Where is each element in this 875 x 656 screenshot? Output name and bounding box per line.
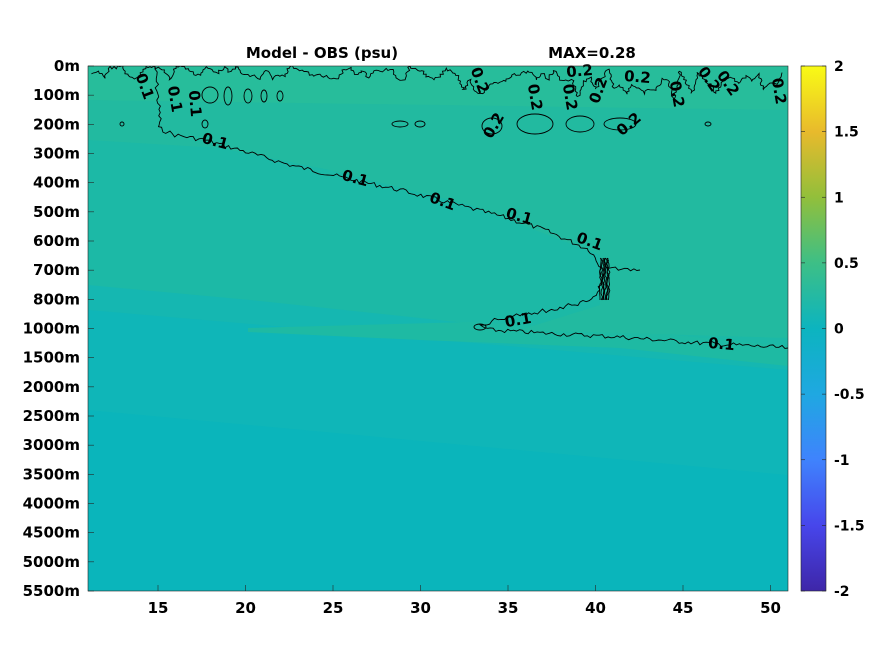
y-tick-label: 4000m	[23, 495, 80, 513]
contour-closed	[473, 323, 487, 331]
y-tick-label: 100m	[33, 86, 80, 104]
y-tick-label: 800m	[33, 290, 80, 308]
colorbar-tick-label: 1.5	[834, 125, 859, 141]
x-tick-label: 15	[148, 599, 169, 617]
colorbar-ticks: 2 1.5 1 0.5 0 -0.5 -1 -1.5 -2	[801, 59, 865, 600]
contour-label: 0.2	[566, 61, 594, 81]
contour-closed	[260, 89, 268, 103]
y-tick-label: 2000m	[23, 378, 80, 396]
colorbar-tick-label: 0	[834, 322, 844, 338]
contour-lines	[91, 66, 788, 349]
contour-0-1-dense	[605, 257, 609, 301]
chart-subtitle: MAX=0.28	[548, 44, 636, 62]
contour-closed	[276, 90, 284, 102]
x-axis: 15 20 25 30 35 40 45 50	[148, 585, 781, 617]
contour-label: 0.2	[559, 82, 581, 111]
contour-closed	[243, 88, 253, 104]
contour-closed	[704, 121, 712, 127]
colorbar-tick-label: -1.5	[834, 518, 865, 534]
field-band-surface	[88, 66, 788, 110]
contour-label: 0.2	[623, 67, 651, 87]
x-tick-label: 50	[760, 599, 781, 617]
colorbar-tick-label: -2	[834, 584, 850, 600]
contour-label: 0.1	[164, 84, 186, 113]
contour-closed	[414, 120, 426, 128]
colorbar	[800, 65, 827, 592]
y-tick-label: 1500m	[23, 349, 80, 367]
y-tick-label: 4500m	[23, 524, 80, 542]
contour-label: 0.2	[768, 76, 790, 105]
y-tick-label: 1000m	[23, 320, 80, 338]
contour-0-1-dense	[605, 257, 610, 301]
contour-0-1-dense	[598, 257, 603, 300]
x-tick-label: 20	[235, 599, 256, 617]
contour-label: 0.1	[503, 309, 532, 331]
y-tick-label: 500m	[33, 203, 80, 221]
x-tick-label: 25	[323, 599, 344, 617]
contour-closed	[201, 119, 209, 129]
field-band-wedge	[248, 322, 788, 366]
contour-closed	[481, 117, 503, 135]
colorbar-tick-label: 0.5	[834, 256, 859, 272]
contour-label: 0.1	[707, 334, 735, 354]
colorbar-tick-label: -0.5	[834, 387, 865, 403]
y-tick-label: 5000m	[23, 553, 80, 571]
contour-0-1-main	[154, 66, 788, 349]
field-band-core	[88, 66, 788, 338]
colorbar-tick-label: 2	[834, 59, 844, 75]
y-tick-label: 600m	[33, 232, 80, 250]
y-tick-label: 400m	[33, 174, 80, 192]
contour-surface	[91, 66, 783, 101]
y-tick-label: 0m	[54, 57, 80, 75]
y-axis: 0m 100m 200m 300m 400m 500m 600m 700m 800m 1000m 1…	[23, 57, 94, 600]
contour-label: 0.2	[666, 79, 688, 108]
y-tick-label: 3000m	[23, 436, 80, 454]
contour-closed	[223, 86, 233, 106]
contour-closed	[119, 121, 125, 127]
contour-closed	[565, 115, 595, 133]
salinity-difference-field	[88, 66, 788, 591]
chart-title: Model - OBS (psu)	[246, 44, 398, 62]
contour-0-1-dense	[602, 257, 606, 301]
contour-label: 0.2	[524, 82, 546, 111]
contour-0-1-spur	[605, 266, 641, 272]
contour-closed	[391, 120, 409, 128]
contour-label: 0.1	[185, 90, 205, 118]
y-tick-label: 700m	[33, 261, 80, 279]
colorbar-tick-label: 1	[834, 190, 844, 206]
contour-0-1-dense	[607, 257, 611, 301]
contour-0-1-dense	[599, 257, 604, 301]
x-tick-label: 40	[585, 599, 606, 617]
colorbar-tick-label: -1	[834, 453, 850, 469]
y-tick-label: 200m	[33, 115, 80, 133]
x-tick-label: 35	[498, 599, 519, 617]
x-tick-label: 45	[673, 599, 694, 617]
x-tick-label: 30	[410, 599, 431, 617]
contour-closed	[201, 86, 219, 104]
y-tick-label: 300m	[33, 145, 80, 163]
contour-closed	[603, 117, 637, 131]
y-tick-label: 3500m	[23, 465, 80, 483]
y-tick-label: 5500m	[23, 582, 80, 600]
y-tick-label: 2500m	[23, 407, 80, 425]
contour-closed	[516, 113, 554, 135]
